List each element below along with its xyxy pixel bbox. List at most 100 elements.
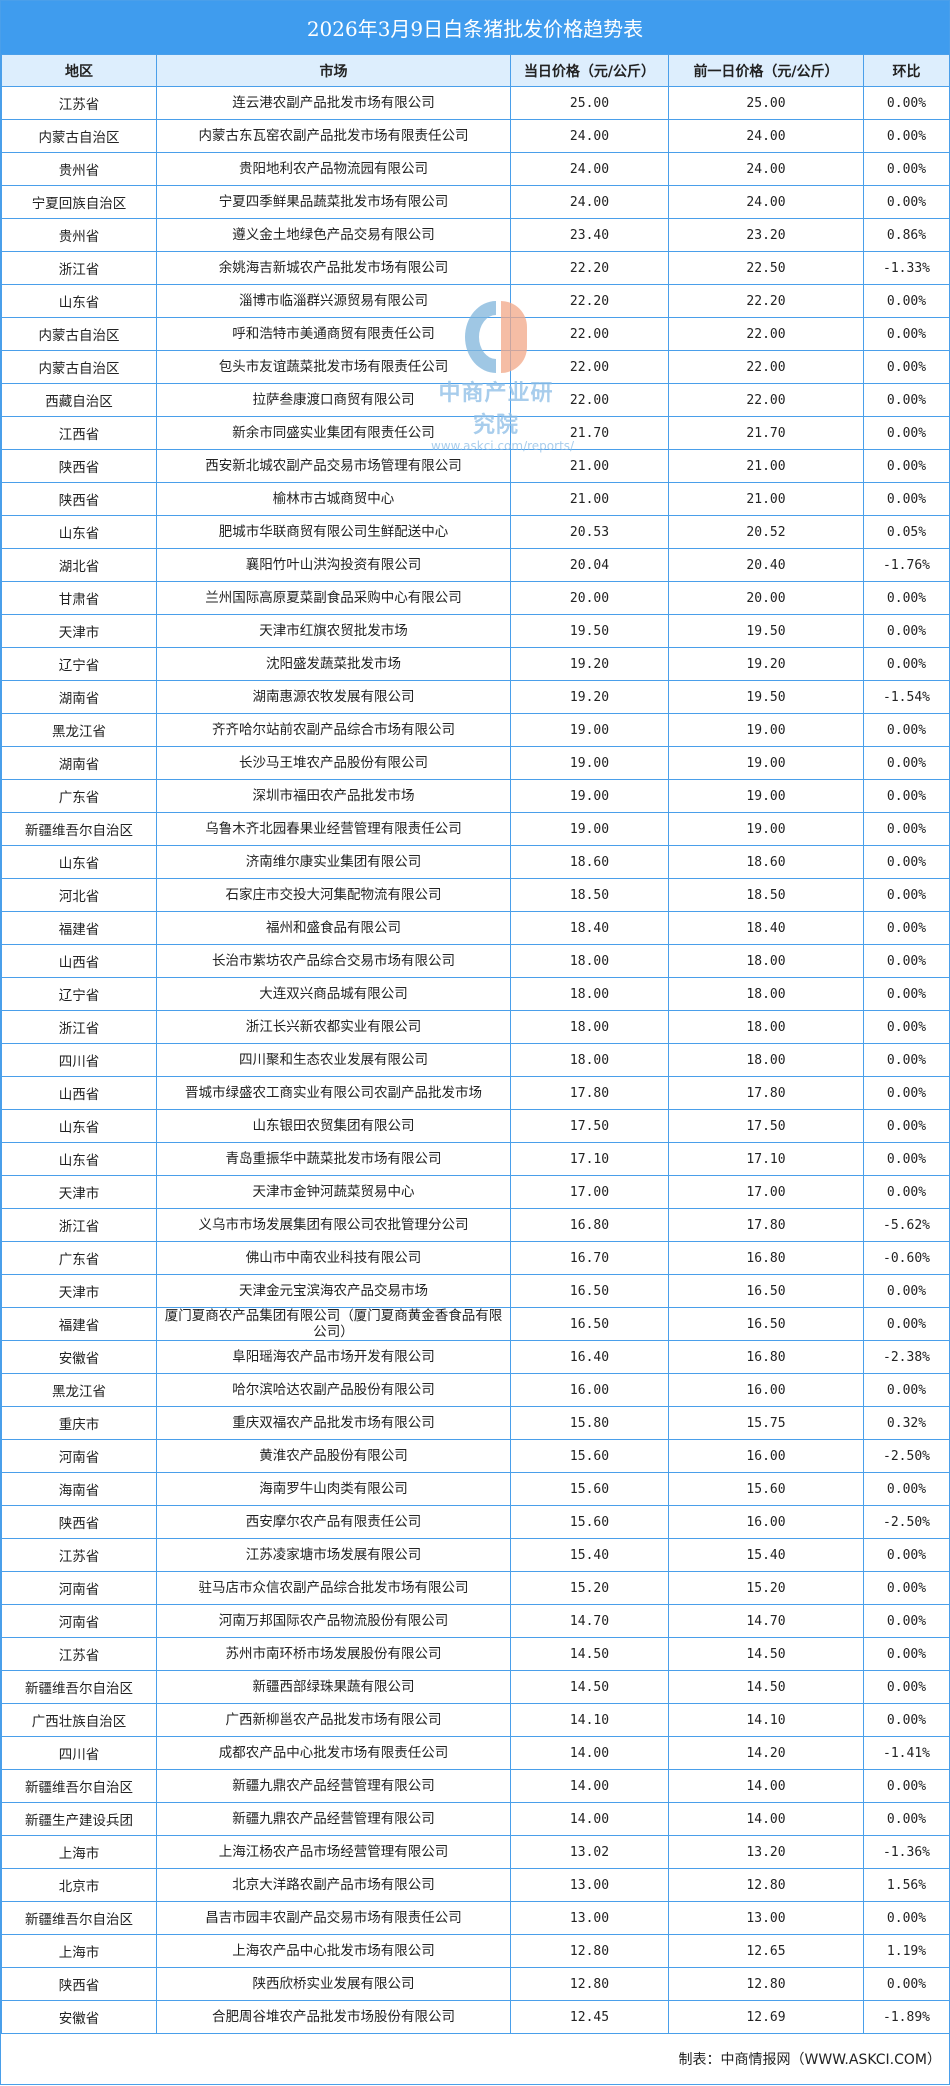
cell-market: 哈尔滨哈达农副产品股份有限公司 — [156, 1373, 511, 1407]
cell-price-prev: 19.50 — [668, 614, 864, 648]
cell-price-today: 19.50 — [510, 614, 669, 648]
cell-region: 贵州省 — [1, 152, 157, 186]
cell-price-prev: 16.50 — [668, 1307, 864, 1341]
cell-region: 四川省 — [1, 1736, 157, 1770]
cell-price-today: 16.50 — [510, 1274, 669, 1308]
cell-change: 0.00% — [863, 1373, 950, 1407]
cell-change: -2.38% — [863, 1340, 950, 1374]
cell-region: 广东省 — [1, 779, 157, 813]
cell-price-prev: 13.20 — [668, 1835, 864, 1869]
cell-market: 晋城市绿盛农工商实业有限公司农副产品批发市场 — [156, 1076, 511, 1110]
cell-price-today: 19.00 — [510, 746, 669, 780]
cell-market: 榆林市古城商贸中心 — [156, 482, 511, 516]
cell-change: 0.00% — [863, 1538, 950, 1572]
cell-price-today: 24.00 — [510, 185, 669, 219]
cell-price-prev: 16.80 — [668, 1241, 864, 1275]
cell-region: 江苏省 — [1, 86, 157, 120]
cell-change: -0.60% — [863, 1241, 950, 1275]
table-row: 辽宁省 沈阳盛发蔬菜批发市场 19.20 19.20 0.00% — [1, 647, 950, 681]
cell-price-prev: 15.75 — [668, 1406, 864, 1440]
cell-change: 0.00% — [863, 1274, 950, 1308]
cell-price-today: 18.00 — [510, 1010, 669, 1044]
cell-region: 山西省 — [1, 1076, 157, 1110]
cell-price-prev: 12.69 — [668, 2000, 864, 2034]
cell-market: 驻马店市众信农副产品综合批发市场有限公司 — [156, 1571, 511, 1605]
cell-region: 江苏省 — [1, 1637, 157, 1671]
cell-price-today: 19.20 — [510, 680, 669, 714]
cell-change: 0.00% — [863, 1802, 950, 1836]
table-row: 河南省 黄淮农产品股份有限公司 15.60 16.00 -2.50% — [1, 1439, 950, 1473]
table-row: 新疆维吾尔自治区 新疆九鼎农产品经营管理有限公司 14.00 14.00 0.00% — [1, 1769, 950, 1803]
cell-market: 淄博市临淄群兴源贸易有限公司 — [156, 284, 511, 318]
cell-region: 陕西省 — [1, 449, 157, 483]
cell-region: 新疆维吾尔自治区 — [1, 812, 157, 846]
cell-market: 福州和盛食品有限公司 — [156, 911, 511, 945]
cell-region: 浙江省 — [1, 1208, 157, 1242]
table-row: 黑龙江省 齐齐哈尔站前农副产品综合市场有限公司 19.00 19.00 0.00% — [1, 713, 950, 747]
cell-price-prev: 18.00 — [668, 944, 864, 978]
cell-market: 新疆九鼎农产品经营管理有限公司 — [156, 1769, 511, 1803]
cell-price-today: 20.53 — [510, 515, 669, 549]
cell-market: 肥城市华联商贸有限公司生鲜配送中心 — [156, 515, 511, 549]
cell-market: 呼和浩特市美通商贸有限责任公司 — [156, 317, 511, 351]
cell-price-prev: 19.50 — [668, 680, 864, 714]
cell-price-prev: 22.00 — [668, 350, 864, 384]
cell-market: 新疆西部绿珠果蔬有限公司 — [156, 1670, 511, 1704]
cell-price-today: 18.00 — [510, 944, 669, 978]
cell-region: 辽宁省 — [1, 977, 157, 1011]
table-row: 北京市 北京大洋路农副产品市场有限公司 13.00 12.80 1.56% — [1, 1868, 950, 1902]
cell-change: 0.00% — [863, 383, 950, 417]
cell-market: 阜阳瑶海农产品市场开发有限公司 — [156, 1340, 511, 1374]
cell-region: 山东省 — [1, 845, 157, 879]
cell-change: 0.00% — [863, 350, 950, 384]
cell-market: 海南罗牛山肉类有限公司 — [156, 1472, 511, 1506]
cell-region: 福建省 — [1, 1307, 157, 1341]
cell-change: 0.32% — [863, 1406, 950, 1440]
cell-market: 青岛重振华中蔬菜批发市场有限公司 — [156, 1142, 511, 1176]
table-row: 重庆市 重庆双福农产品批发市场有限公司 15.80 15.75 0.32% — [1, 1406, 950, 1440]
cell-region: 新疆维吾尔自治区 — [1, 1670, 157, 1704]
cell-price-today: 16.70 — [510, 1241, 669, 1275]
table-row: 内蒙古自治区 内蒙古东瓦窑农副产品批发市场有限责任公司 24.00 24.00 0.00… — [1, 119, 950, 153]
table-row: 上海市 上海农产品中心批发市场有限公司 12.80 12.65 1.19% — [1, 1934, 950, 1968]
cell-price-today: 12.80 — [510, 1967, 669, 2001]
cell-change: 0.00% — [863, 119, 950, 153]
table-row: 安徽省 合肥周谷堆农产品批发市场股份有限公司 12.45 12.69 -1.89% — [1, 2000, 950, 2034]
table-row: 内蒙古自治区 呼和浩特市美通商贸有限责任公司 22.00 22.00 0.00% — [1, 317, 950, 351]
cell-price-today: 19.00 — [510, 713, 669, 747]
cell-market: 深圳市福田农产品批发市场 — [156, 779, 511, 813]
table-row: 山西省 长治市紫坊农产品综合交易市场有限公司 18.00 18.00 0.00% — [1, 944, 950, 978]
cell-market: 西安摩尔农产品有限责任公司 — [156, 1505, 511, 1539]
cell-change: 1.56% — [863, 1868, 950, 1902]
cell-price-today: 18.00 — [510, 977, 669, 1011]
cell-change: -2.50% — [863, 1439, 950, 1473]
cell-price-prev: 18.00 — [668, 1010, 864, 1044]
cell-price-prev: 13.00 — [668, 1901, 864, 1935]
cell-price-today: 16.50 — [510, 1307, 669, 1341]
cell-price-today: 14.70 — [510, 1604, 669, 1638]
table-row: 湖南省 长沙马王堆农产品股份有限公司 19.00 19.00 0.00% — [1, 746, 950, 780]
cell-price-today: 21.70 — [510, 416, 669, 450]
cell-change: 0.00% — [863, 1175, 950, 1209]
table-row: 河南省 驻马店市众信农副产品综合批发市场有限公司 15.20 15.20 0.00% — [1, 1571, 950, 1605]
cell-price-today: 19.00 — [510, 779, 669, 813]
header-row: 地区 市场 当日价格（元/公斤） 前一日价格（元/公斤） 环比 — [1, 54, 950, 87]
cell-price-today: 22.00 — [510, 350, 669, 384]
cell-price-today: 15.60 — [510, 1505, 669, 1539]
cell-price-prev: 17.80 — [668, 1076, 864, 1110]
table-row: 河北省 石家庄市交投大河集配物流有限公司 18.50 18.50 0.00% — [1, 878, 950, 912]
cell-market: 长治市紫坊农产品综合交易市场有限公司 — [156, 944, 511, 978]
cell-price-today: 22.20 — [510, 251, 669, 285]
table-row: 浙江省 余姚海吉新城农产品批发市场有限公司 22.20 22.50 -1.33% — [1, 251, 950, 285]
cell-price-prev: 12.65 — [668, 1934, 864, 1968]
cell-market: 新余市同盛实业集团有限责任公司 — [156, 416, 511, 450]
table-row: 黑龙江省 哈尔滨哈达农副产品股份有限公司 16.00 16.00 0.00% — [1, 1373, 950, 1407]
cell-market: 遵义金土地绿色产品交易有限公司 — [156, 218, 511, 252]
cell-price-prev: 25.00 — [668, 86, 864, 120]
cell-region: 陕西省 — [1, 1967, 157, 2001]
table-row: 辽宁省 大连双兴商品城有限公司 18.00 18.00 0.00% — [1, 977, 950, 1011]
col-change: 环比 — [863, 54, 950, 87]
cell-market: 北京大洋路农副产品市场有限公司 — [156, 1868, 511, 1902]
cell-region: 重庆市 — [1, 1406, 157, 1440]
